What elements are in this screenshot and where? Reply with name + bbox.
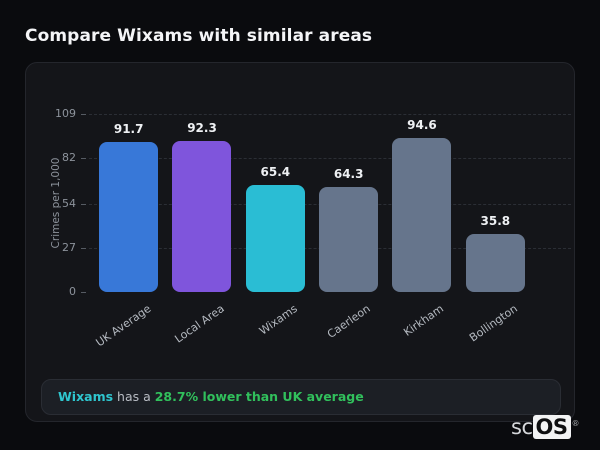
bars-container: 91.7 92.3 65.4 64.3 94.6 35.8 xyxy=(92,114,532,292)
summary-note: Wixams has a 28.7% lower than UK average xyxy=(41,379,561,415)
x-axis-label-local-area: Local Area xyxy=(172,302,227,346)
y-tick-mark xyxy=(81,203,86,205)
bar-slot-uk-average: 91.7 xyxy=(92,114,165,292)
logo-os-chip: OS xyxy=(532,415,571,439)
bar-wixams[interactable] xyxy=(245,185,305,292)
bar-value-label: 65.4 xyxy=(260,165,291,180)
y-tick-label: 82 xyxy=(62,151,76,165)
bar-slot-local-area: 92.3 xyxy=(165,114,238,292)
y-tick-label: 109 xyxy=(55,107,76,120)
y-tick-label: 54 xyxy=(62,196,76,210)
x-axis-labels: UK Average Local Area Wixams Caerleon Kirkha… xyxy=(89,114,571,349)
bar-uk-average[interactable] xyxy=(99,142,159,292)
logo-prefix: sc xyxy=(511,415,533,439)
x-axis-label-caerleon: Caerleon xyxy=(325,302,374,341)
registered-trademark-icon: ® xyxy=(571,419,580,428)
x-axis-label-bollington: Bollington xyxy=(466,302,520,345)
bar-value-label: 64.3 xyxy=(333,167,364,181)
gridline-109 xyxy=(89,114,571,115)
bar-slot-caerleon: 64.3 xyxy=(312,114,385,292)
bar-kirkham[interactable] xyxy=(392,137,452,292)
y-tick-mark xyxy=(81,114,86,115)
y-tick-label: 27 xyxy=(62,240,76,254)
bar-local-area[interactable] xyxy=(172,141,232,292)
bar-value-label: 92.3 xyxy=(187,121,217,136)
y-tick-mark xyxy=(81,158,86,160)
bar-slot-wixams: 65.4 xyxy=(239,114,312,292)
y-tick-mark xyxy=(81,292,86,293)
summary-connector-text: has a xyxy=(113,389,155,404)
chart-panel: Crimes per 1,000 0 27 54 82 109 91.7 92.3 65.4 6… xyxy=(25,62,575,422)
bar-bollington[interactable] xyxy=(465,233,525,292)
x-axis-label-wixams: Wixams xyxy=(256,302,300,338)
bar-slot-bollington: 35.8 xyxy=(459,114,532,292)
y-tick-mark xyxy=(81,247,86,249)
bar-value-label: 94.6 xyxy=(407,117,437,132)
bar-value-label: 91.7 xyxy=(113,122,144,137)
bar-caerleon[interactable] xyxy=(319,187,379,292)
y-axis-title: Crimes per 1,000 xyxy=(50,157,62,249)
scos-logo: sc OS ® xyxy=(511,415,579,439)
summary-highlight-text: 28.7% lower than UK average xyxy=(154,389,364,404)
summary-area-name: Wixams xyxy=(58,389,114,404)
x-axis-label-uk-average: UK Average xyxy=(93,302,154,350)
bar-slot-kirkham: 94.6 xyxy=(385,114,458,292)
y-tick-label: 0 xyxy=(69,285,76,298)
page-title: Compare Wixams with similar areas xyxy=(25,26,373,46)
x-axis-label-kirkham: Kirkham xyxy=(401,302,447,339)
bar-chart-plot-area: 0 27 54 82 109 91.7 92.3 65.4 64.3 94.6 35.8 UK Ave… xyxy=(55,107,571,349)
bar-value-label: 35.8 xyxy=(480,213,511,228)
gridline-82 xyxy=(89,158,571,160)
